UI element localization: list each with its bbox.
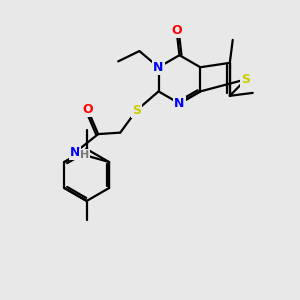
Text: N: N <box>174 97 184 110</box>
Text: H: H <box>80 150 89 160</box>
Text: N: N <box>153 61 164 74</box>
Text: S: S <box>242 73 250 86</box>
Text: S: S <box>132 104 141 117</box>
Text: O: O <box>82 103 93 116</box>
Text: O: O <box>171 24 182 37</box>
Text: N: N <box>70 146 80 159</box>
